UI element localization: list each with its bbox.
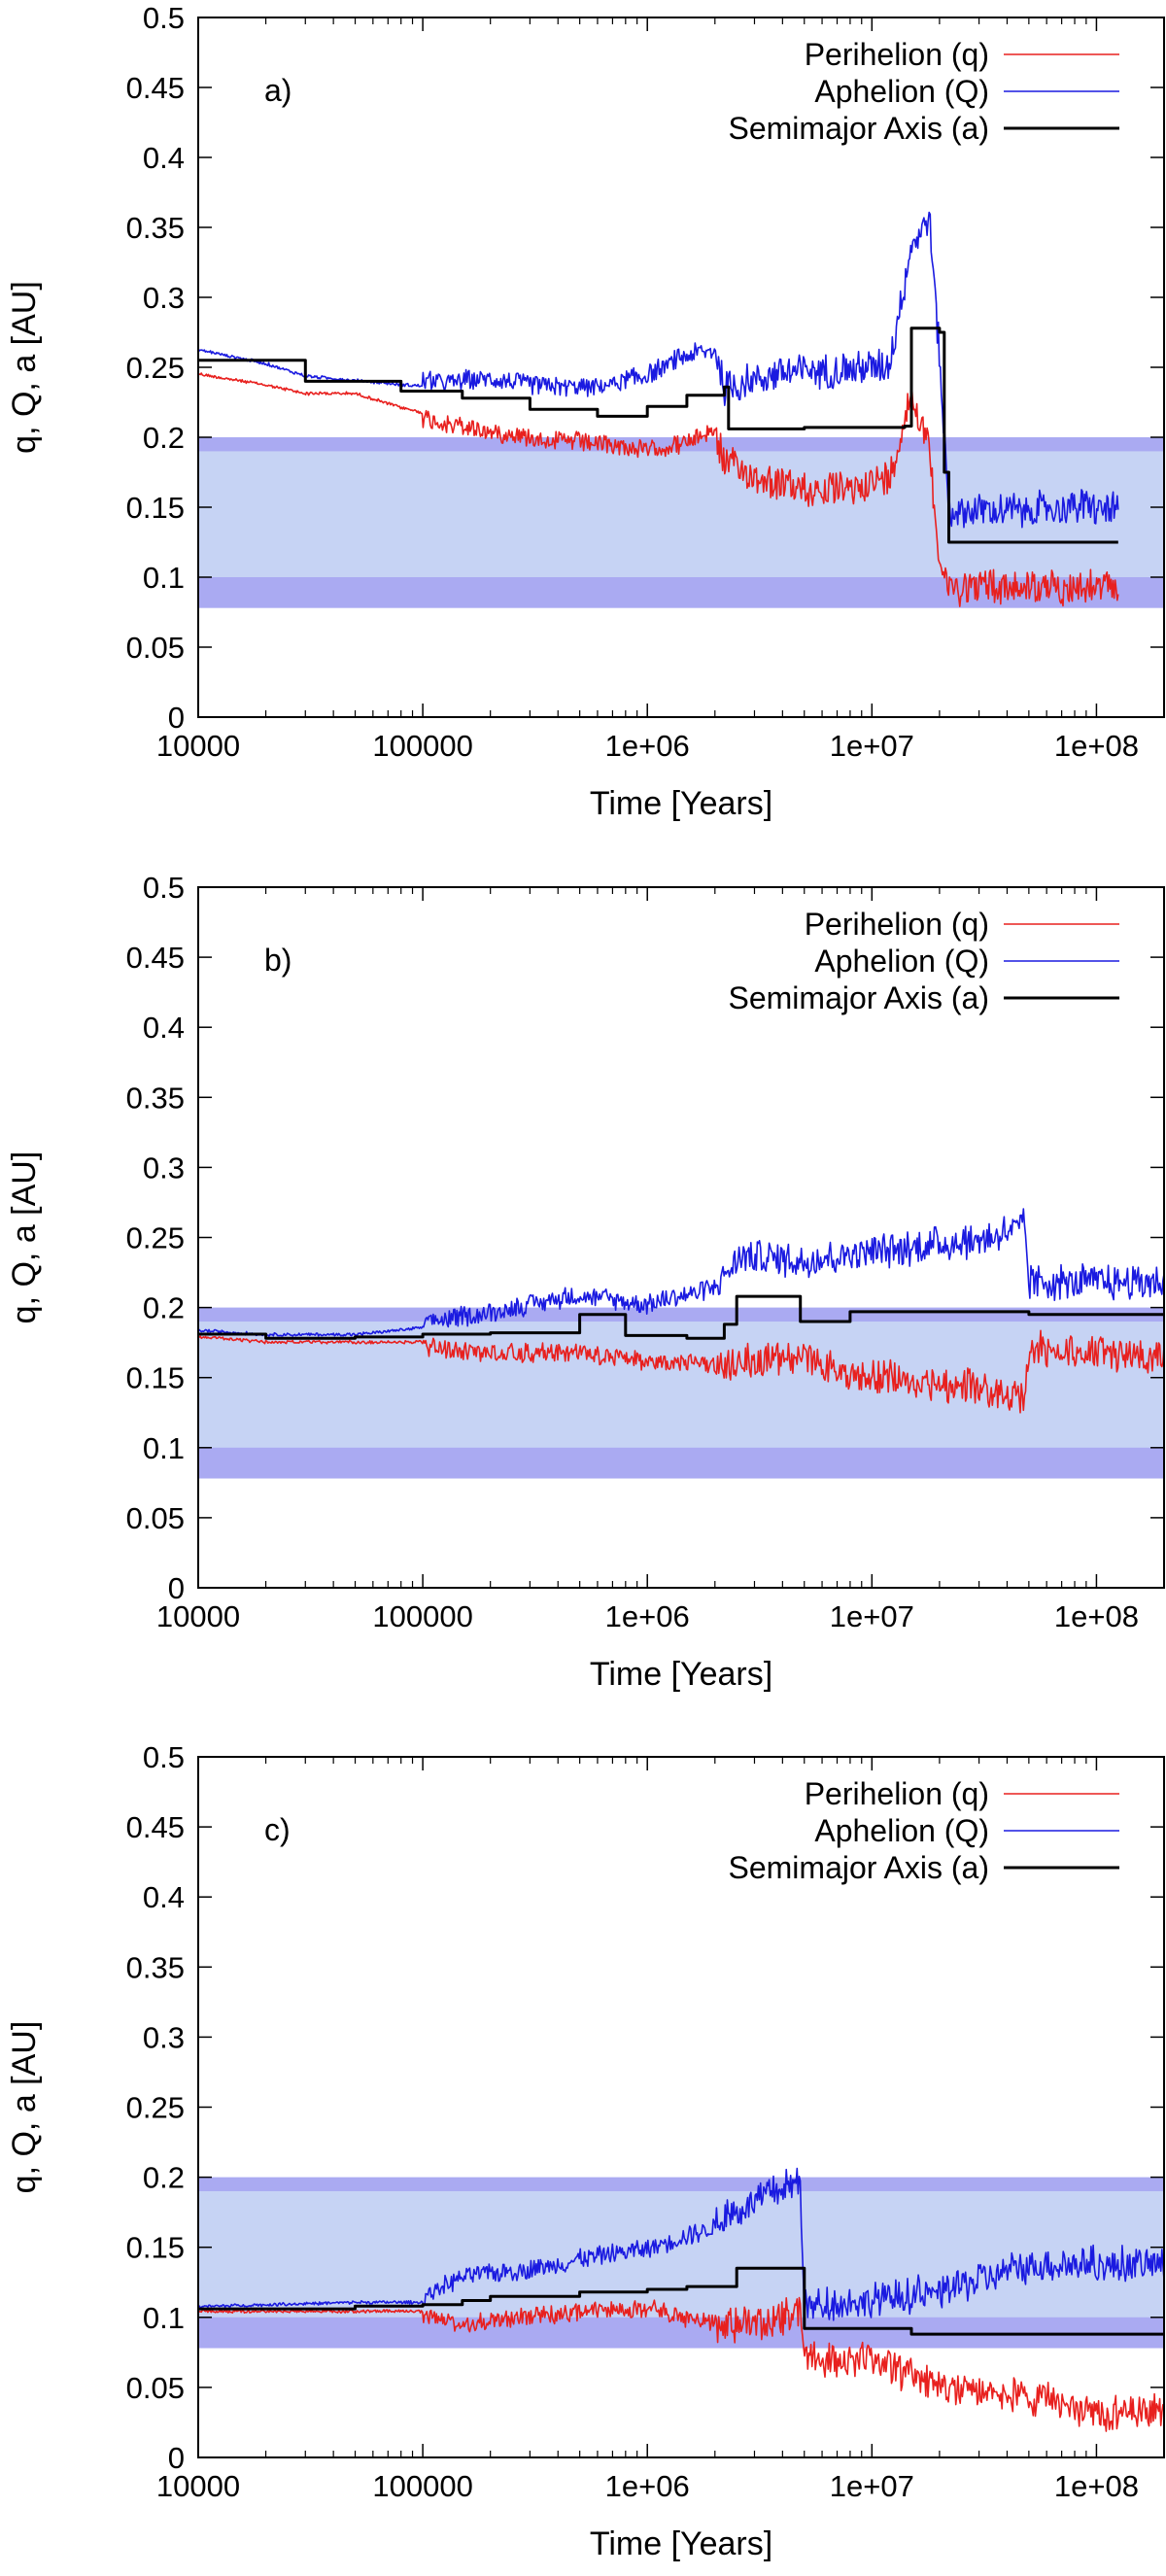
series-line-perihelion <box>198 1329 1164 1414</box>
y-tick-label: 0.45 <box>126 71 185 105</box>
y-tick-label: 0.45 <box>126 1810 185 1844</box>
y-tick-label: 0.2 <box>143 1291 185 1325</box>
habitable-band-inner <box>198 2191 1164 2318</box>
x-tick-label: 1e+06 <box>605 729 690 763</box>
y-tick-label: 0 <box>168 1571 185 1605</box>
x-axis-label: Time [Years] <box>590 785 772 822</box>
panel-label: a) <box>264 73 292 108</box>
legend-label: Aphelion (Q) <box>814 944 989 979</box>
y-tick-label: 0.3 <box>143 281 185 315</box>
y-tick-label: 0.5 <box>143 871 185 905</box>
y-tick-label: 0.3 <box>143 1151 185 1185</box>
y-tick-label: 0.5 <box>143 1 185 35</box>
y-tick-label: 0.2 <box>143 2161 185 2195</box>
y-tick-label: 0.05 <box>126 1501 185 1535</box>
y-tick-label: 0.1 <box>143 561 185 595</box>
y-axis-label: q, Q, a [AU] <box>6 1151 43 1324</box>
x-tick-label: 100000 <box>372 1599 472 1633</box>
x-tick-label: 10000 <box>156 729 240 763</box>
legend-label: Aphelion (Q) <box>814 1813 989 1848</box>
y-tick-label: 0.15 <box>126 491 185 525</box>
y-tick-label: 0.15 <box>126 2231 185 2265</box>
x-tick-label: 1e+08 <box>1054 729 1139 763</box>
x-tick-label: 100000 <box>372 2469 472 2503</box>
x-tick-label: 10000 <box>156 1599 240 1633</box>
x-tick-label: 100000 <box>372 729 472 763</box>
x-tick-label: 1e+08 <box>1054 2469 1139 2503</box>
x-tick-label: 1e+06 <box>605 2469 690 2503</box>
y-tick-label: 0 <box>168 701 185 735</box>
y-tick-label: 0.2 <box>143 421 185 455</box>
y-tick-label: 0.15 <box>126 1361 185 1395</box>
panel-label: b) <box>264 943 292 978</box>
y-tick-label: 0.25 <box>126 1221 185 1255</box>
legend-label: Perihelion (q) <box>805 37 989 72</box>
plot-frame <box>197 1756 1165 2458</box>
series-line-perihelion <box>198 2296 1164 2432</box>
series-line-semimajor <box>198 1294 1164 1340</box>
panel-label: c) <box>264 1812 291 1847</box>
series-line-perihelion <box>198 372 1119 607</box>
y-tick-label: 0.1 <box>143 2301 185 2335</box>
y-tick-label: 0.45 <box>126 941 185 975</box>
y-tick-label: 0.4 <box>143 1880 185 1914</box>
x-tick-label: 1e+07 <box>830 2469 914 2503</box>
y-tick-label: 0.35 <box>126 1081 185 1115</box>
y-tick-label: 0.25 <box>126 351 185 385</box>
chart-panel-3: 0 0.05 0.1 0.15 0.2 0.25 0.3 0.35 0.4 0.45 0.5 1000… <box>6 1740 1165 2562</box>
x-axis-label: Time [Years] <box>590 2525 772 2562</box>
x-axis-label: Time [Years] <box>590 1656 772 1693</box>
y-tick-label: 0.25 <box>126 2091 185 2125</box>
x-tick-label: 1e+08 <box>1054 1599 1139 1633</box>
x-tick-label: 10000 <box>156 2469 240 2503</box>
series-line-aphelion <box>198 1208 1164 1337</box>
legend-label: Perihelion (q) <box>805 907 989 942</box>
y-tick-label: 0.1 <box>143 1431 185 1465</box>
plot-frame <box>197 886 1165 1589</box>
legend-label: Aphelion (Q) <box>814 74 989 109</box>
series-line-semimajor <box>198 326 1118 544</box>
y-tick-label: 0.35 <box>126 211 185 245</box>
plot-frame <box>197 17 1165 718</box>
chart-panel-2: 0 0.05 0.1 0.15 0.2 0.25 0.3 0.35 0.4 0.45 0.5 1000… <box>6 871 1165 1693</box>
x-tick-label: 1e+07 <box>830 729 914 763</box>
y-tick-label: 0.5 <box>143 1740 185 1774</box>
x-tick-label: 1e+06 <box>605 1599 690 1633</box>
series-line-semimajor <box>198 2266 1164 2336</box>
y-tick-label: 0.05 <box>126 2371 185 2405</box>
y-tick-label: 0.3 <box>143 2020 185 2054</box>
legend-label: Semimajor Axis (a) <box>729 1850 990 1885</box>
y-tick-label: 0.4 <box>143 141 185 175</box>
y-tick-label: 0.35 <box>126 1950 185 1984</box>
y-axis-label: q, Q, a [AU] <box>6 2021 43 2194</box>
chart-panel-1: 0 0.05 0.1 0.15 0.2 0.25 0.3 0.35 0.4 0.45 0.5 1000… <box>6 1 1165 822</box>
legend-label: Semimajor Axis (a) <box>729 980 990 1015</box>
habitable-band-inner <box>198 1322 1164 1448</box>
habitable-band-inner <box>198 451 1164 577</box>
y-axis-label: q, Q, a [AU] <box>6 281 43 454</box>
legend-label: Semimajor Axis (a) <box>729 111 990 146</box>
y-tick-label: 0 <box>168 2441 185 2475</box>
y-tick-label: 0.05 <box>126 631 185 665</box>
legend-label: Perihelion (q) <box>805 1776 989 1811</box>
y-tick-label: 0.4 <box>143 1011 185 1045</box>
series-line-aphelion <box>198 2167 1164 2321</box>
x-tick-label: 1e+07 <box>830 1599 914 1633</box>
